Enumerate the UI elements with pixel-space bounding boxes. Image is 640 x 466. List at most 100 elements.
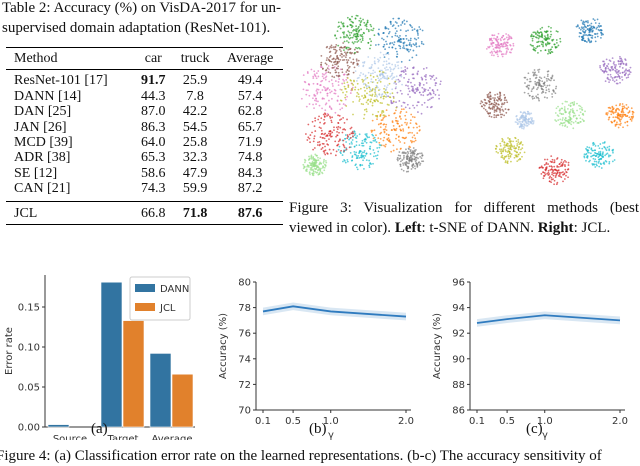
tsne-point: [396, 51, 398, 53]
tsne-point: [317, 157, 319, 159]
tsne-point: [312, 97, 314, 99]
tsne-point: [336, 38, 338, 40]
tsne-point: [410, 155, 412, 157]
tsne-point: [594, 33, 596, 35]
tsne-point: [378, 44, 380, 46]
tsne-point: [301, 98, 303, 100]
tsne-point: [409, 132, 411, 134]
tsne-point: [602, 70, 604, 72]
tsne-point: [501, 149, 503, 151]
tsne-point: [415, 140, 417, 142]
tsne-point: [343, 33, 345, 35]
tsne-point: [339, 55, 341, 57]
tsne-point: [499, 111, 501, 113]
tsne-point: [519, 119, 521, 121]
tsne-point: [507, 42, 509, 44]
tsne-point: [418, 26, 420, 28]
tsne-point: [363, 65, 365, 67]
tsne-point: [341, 68, 343, 70]
tsne-point: [618, 61, 620, 63]
tsne-point: [593, 158, 595, 160]
tsne-point: [367, 100, 369, 102]
tsne-point: [322, 167, 324, 169]
tsne-point: [346, 70, 348, 72]
tsne-point: [409, 90, 411, 92]
tsne-point: [358, 89, 360, 91]
tsne-point: [616, 83, 618, 85]
tsne-point: [553, 162, 555, 164]
tsne-point: [615, 125, 617, 127]
tsne-point: [398, 81, 400, 83]
tsne-point: [384, 131, 386, 133]
tsne-point: [335, 59, 337, 61]
tsne-point: [385, 53, 387, 55]
tsne-point: [521, 127, 523, 129]
tsne-point: [344, 97, 346, 99]
tsne-point: [619, 56, 621, 58]
tsne-point: [358, 60, 360, 62]
tsne-point: [404, 137, 406, 139]
tsne-point: [321, 66, 323, 68]
tsne-point: [572, 108, 574, 110]
tsne-point: [309, 158, 311, 160]
tsne-point: [359, 98, 361, 100]
tsne-point: [580, 121, 582, 123]
tsne-point: [341, 89, 343, 91]
tsne-point: [304, 161, 306, 163]
tsne-point: [576, 110, 578, 112]
tsne-point: [328, 65, 330, 67]
tsne-point: [489, 46, 491, 48]
tsne-point: [381, 110, 383, 112]
caption-text: : JCL.: [574, 220, 611, 236]
tsne-point: [384, 128, 386, 130]
tsne-point: [352, 21, 354, 23]
tsne-point: [550, 27, 552, 29]
tsne-point: [628, 116, 630, 118]
tsne-point: [395, 107, 397, 109]
tsne-point: [399, 45, 401, 47]
tsne-point: [547, 85, 549, 87]
tsne-point: [344, 41, 346, 43]
tsne-point: [561, 172, 563, 174]
tsne-point: [393, 144, 395, 146]
tsne-point: [561, 108, 563, 110]
tsne-point: [527, 93, 529, 95]
tsne-point: [531, 117, 533, 119]
tsne-point: [552, 39, 554, 41]
tsne-point: [612, 57, 614, 59]
tsne-point: [593, 164, 595, 166]
tsne-point: [319, 157, 321, 159]
tsne-point: [377, 111, 379, 113]
tsne-point: [321, 133, 323, 135]
tsne-point: [551, 93, 553, 95]
tsne-point: [439, 83, 441, 85]
tsne-point: [387, 69, 389, 71]
tsne-point: [510, 140, 512, 142]
tsne-point: [484, 99, 486, 101]
tsne-point: [367, 56, 369, 58]
tsne-point: [319, 105, 321, 107]
tsne-point: [361, 153, 363, 155]
tsne-point: [346, 40, 348, 42]
tsne-point: [496, 50, 498, 52]
tsne-point: [618, 124, 620, 126]
tsne-point: [355, 28, 357, 30]
tsne-point: [396, 53, 398, 55]
tsne-point: [336, 57, 338, 59]
tsne-point: [576, 122, 578, 124]
tsne-point: [551, 169, 553, 171]
tsne-point: [412, 137, 414, 139]
tsne-point: [340, 118, 342, 120]
tsne-point: [572, 104, 574, 106]
tsne-dann-plot: [301, 15, 442, 176]
tsne-point: [548, 26, 550, 28]
tsne-point: [362, 19, 364, 21]
tsne-point: [544, 169, 546, 171]
tsne-point: [490, 98, 492, 100]
tsne-point: [619, 116, 621, 118]
tsne-point: [313, 140, 315, 142]
tsne-point: [363, 168, 365, 170]
tsne-point: [314, 163, 316, 165]
tsne-point: [373, 152, 375, 154]
